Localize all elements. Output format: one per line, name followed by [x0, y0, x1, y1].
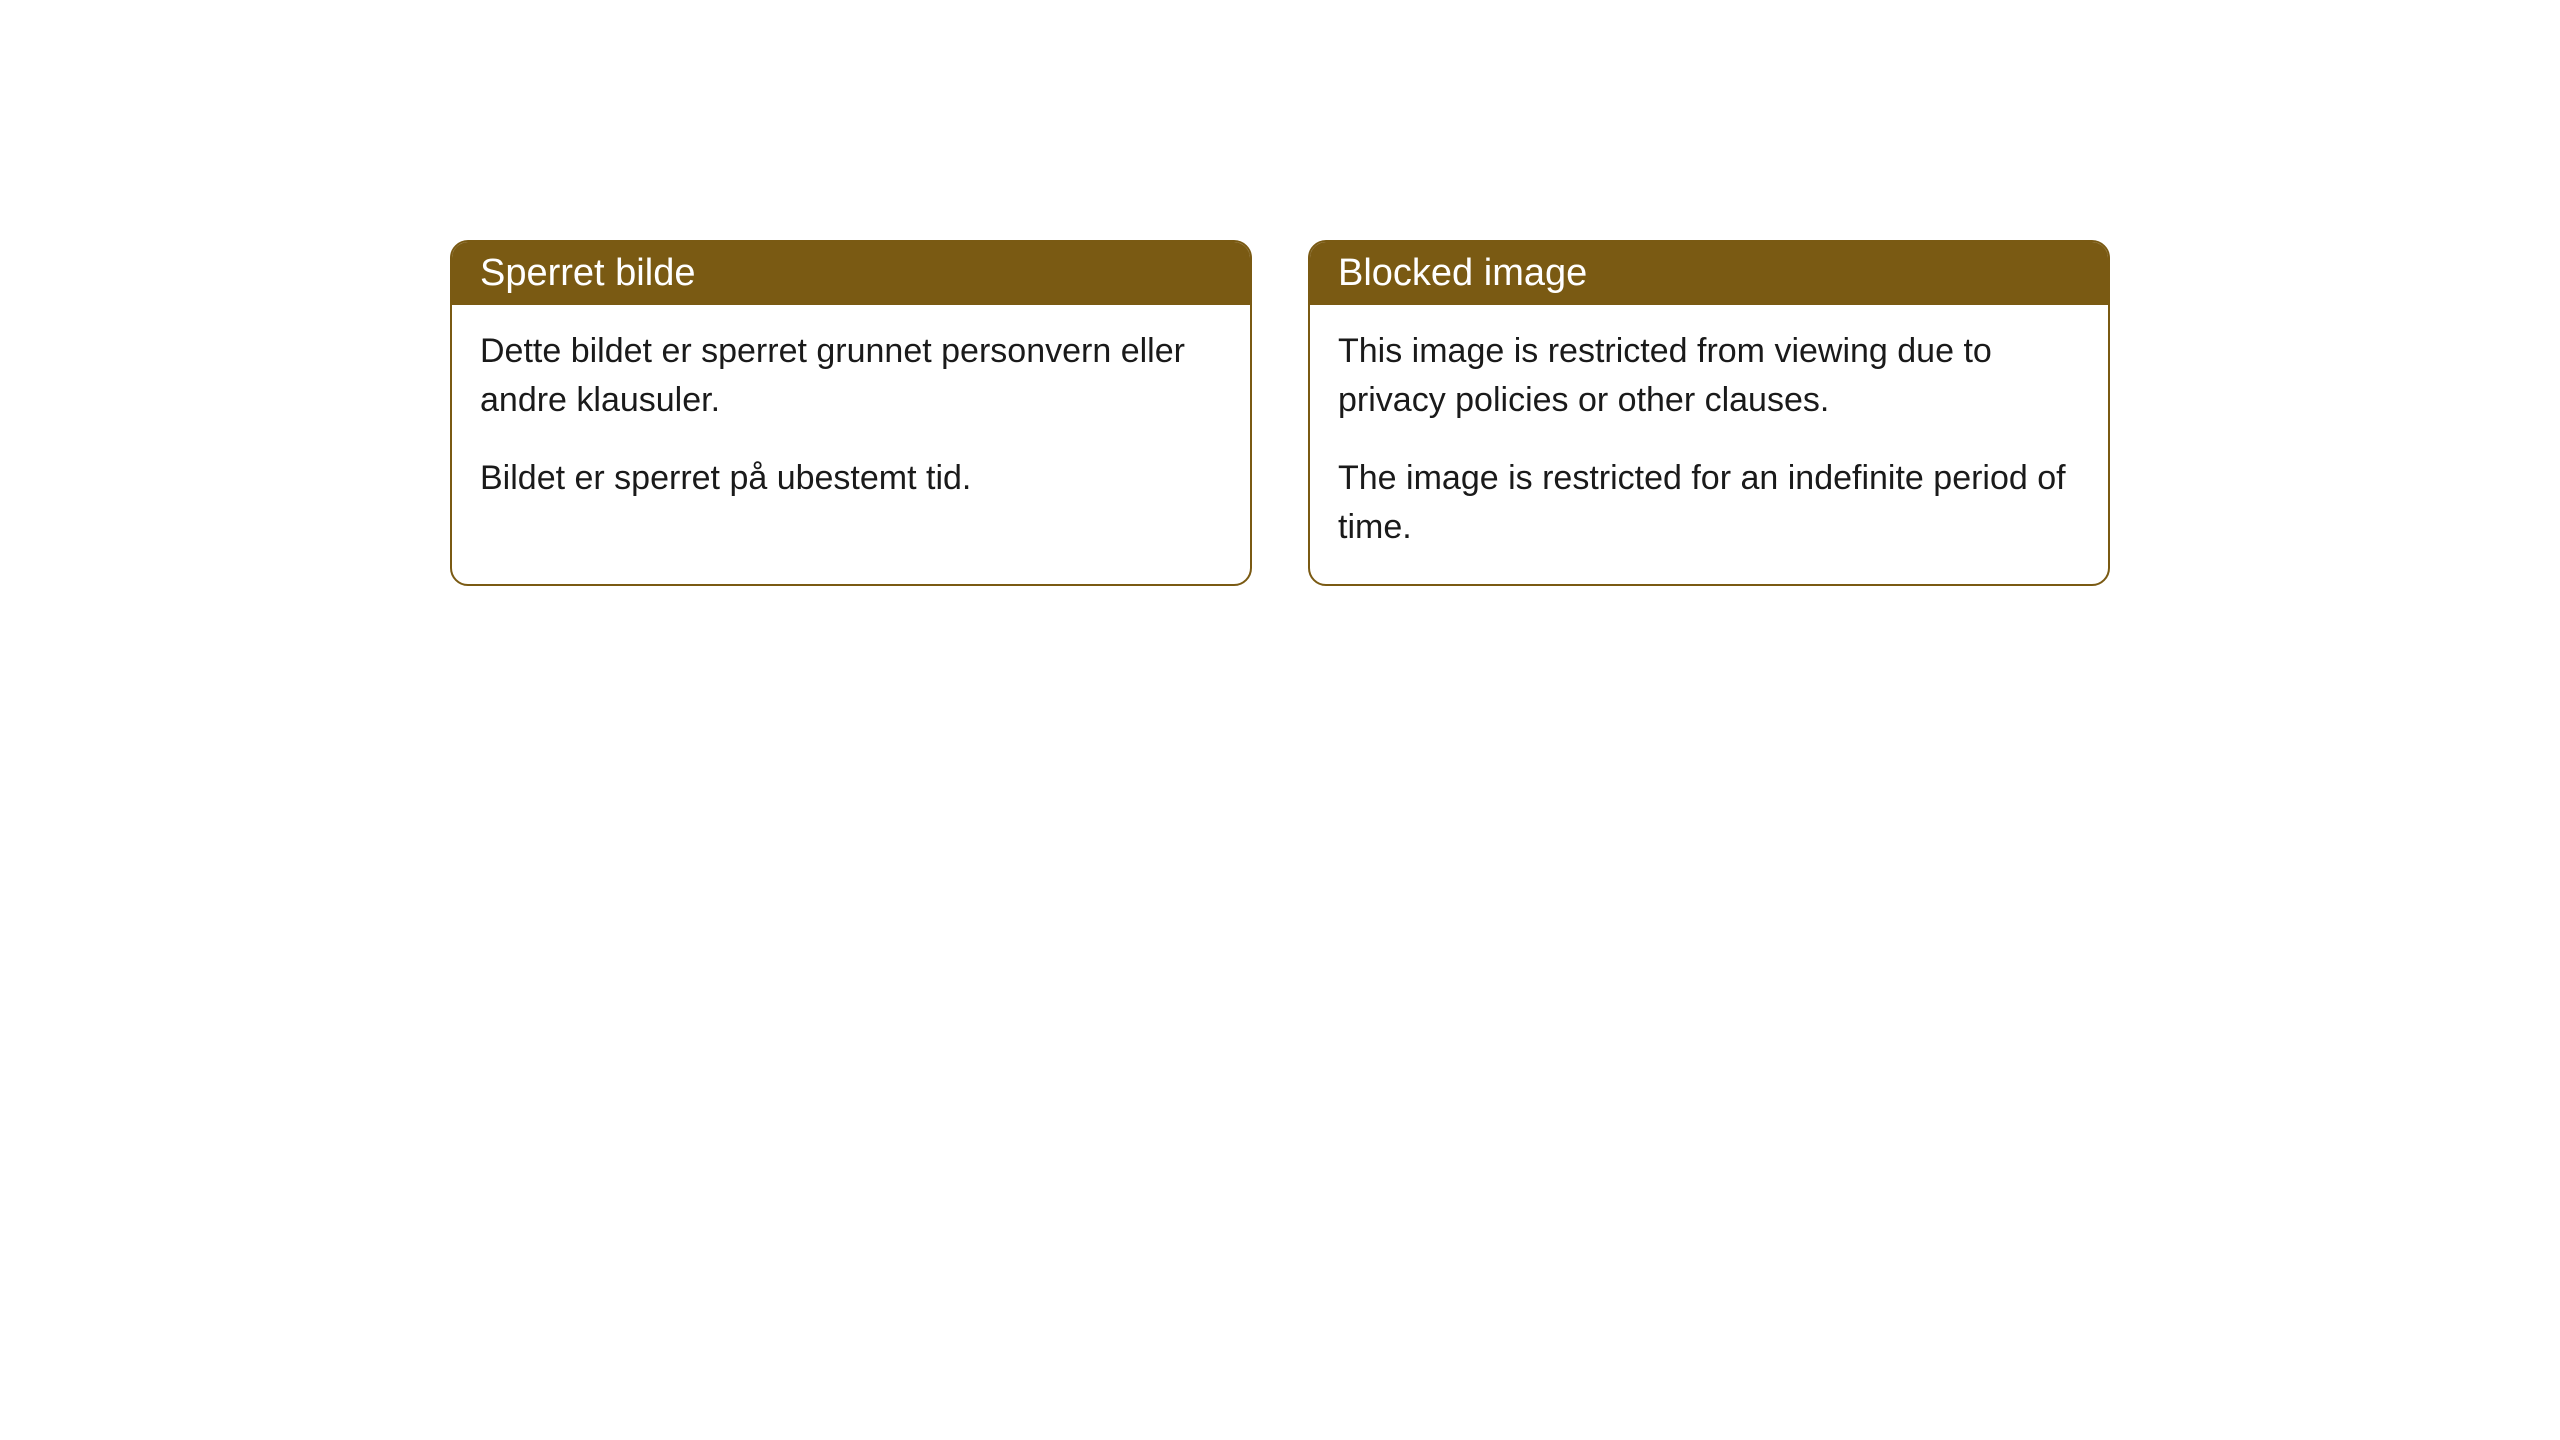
notice-body: This image is restricted from viewing du… — [1310, 305, 2108, 584]
notice-card-english: Blocked image This image is restricted f… — [1308, 240, 2110, 586]
notice-title: Sperret bilde — [480, 252, 695, 294]
notice-container: Sperret bilde Dette bildet er sperret gr… — [450, 240, 2110, 586]
notice-paragraph: Dette bildet er sperret grunnet personve… — [480, 327, 1222, 426]
notice-body: Dette bildet er sperret grunnet personve… — [452, 305, 1250, 535]
notice-paragraph: The image is restricted for an indefinit… — [1338, 454, 2080, 553]
notice-card-norwegian: Sperret bilde Dette bildet er sperret gr… — [450, 240, 1252, 586]
notice-paragraph: Bildet er sperret på ubestemt tid. — [480, 454, 1222, 503]
notice-header: Sperret bilde — [452, 242, 1250, 305]
notice-header: Blocked image — [1310, 242, 2108, 305]
notice-title: Blocked image — [1338, 252, 1587, 294]
notice-paragraph: This image is restricted from viewing du… — [1338, 327, 2080, 426]
